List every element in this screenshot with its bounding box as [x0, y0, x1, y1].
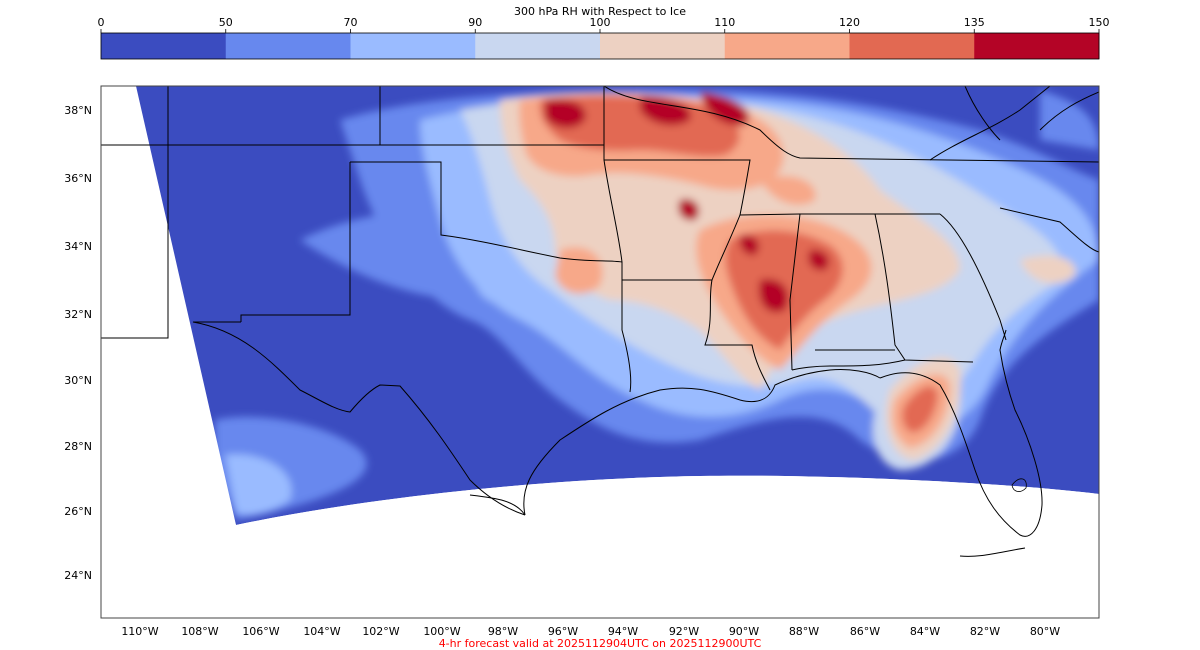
colorbar-swatch — [475, 33, 601, 59]
longitude-label: 98°W — [488, 625, 518, 638]
longitude-label: 106°W — [242, 625, 279, 638]
longitude-label: 84°W — [910, 625, 940, 638]
colorbar-swatch — [101, 33, 227, 59]
colorbar-title: 300 hPa RH with Respect to Ice — [514, 5, 686, 18]
colorbar-tick-label: 120 — [839, 16, 860, 29]
colorbar-swatch — [225, 33, 351, 59]
outside-domain — [101, 475, 1099, 618]
colorbar-swatch — [974, 33, 1100, 59]
map-panel: 38°N 36°N 34°N 32°N 30°N 28°N 26°N 24°N 110°W 10… — [64, 85, 1100, 638]
colorbar-swatch — [724, 33, 850, 59]
colorbar-tick-label: 150 — [1089, 16, 1110, 29]
state-borders — [101, 86, 1099, 557]
colorbar-tick-label: 100 — [590, 16, 611, 29]
latitude-label: 34°N — [64, 240, 92, 253]
outside-domain-west — [101, 86, 236, 618]
latitude-label: 38°N — [64, 104, 92, 117]
forecast-valid-caption: 4-hr forecast valid at 2025112904UTC on … — [439, 637, 762, 650]
latitude-label: 32°N — [64, 308, 92, 321]
latitude-label: 24°N — [64, 569, 92, 582]
longitude-label: 94°W — [608, 625, 638, 638]
latitude-label: 26°N — [64, 505, 92, 518]
longitude-label: 90°W — [729, 625, 759, 638]
latitude-label: 36°N — [64, 172, 92, 185]
colorbar-tick-label: 0 — [98, 16, 105, 29]
longitude-label: 108°W — [181, 625, 218, 638]
colorbar-swatch — [350, 33, 476, 59]
colorbar-tick-label: 110 — [714, 16, 735, 29]
colorbar-tick-label: 135 — [964, 16, 985, 29]
longitude-label: 88°W — [789, 625, 819, 638]
longitude-label: 104°W — [303, 625, 340, 638]
rh-band-135-150 — [545, 92, 830, 313]
colorbar-tick-label: 70 — [344, 16, 358, 29]
longitude-label: 86°W — [850, 625, 880, 638]
latitude-label: 28°N — [64, 440, 92, 453]
colorbar: 300 hPa RH with Respect to Ice 0 50 70 90 10… — [98, 5, 1110, 60]
longitude-label: 80°W — [1030, 625, 1060, 638]
longitude-label: 96°W — [548, 625, 578, 638]
longitude-label: 92°W — [669, 625, 699, 638]
longitude-label: 82°W — [970, 625, 1000, 638]
latitude-labels: 38°N 36°N 34°N 32°N 30°N 28°N 26°N 24°N — [64, 104, 92, 582]
longitude-label: 100°W — [423, 625, 460, 638]
rh-contours — [215, 89, 1099, 520]
longitude-labels: 110°W 108°W 106°W 104°W 102°W 100°W 98°W 96°W 94… — [121, 625, 1060, 638]
lake-okeechobee — [1011, 478, 1027, 492]
colorbar-ticks: 0 50 70 90 100 110 120 135 150 — [98, 16, 1110, 33]
colorbar-swatch — [849, 33, 975, 59]
colorbar-tick-label: 50 — [219, 16, 233, 29]
map-frame — [100, 85, 1100, 619]
longitude-label: 102°W — [362, 625, 399, 638]
colorbar-swatches — [101, 33, 1100, 59]
longitude-label: 110°W — [121, 625, 158, 638]
colorbar-tick-label: 90 — [468, 16, 482, 29]
colorbar-swatch — [600, 33, 726, 59]
latitude-label: 30°N — [64, 374, 92, 387]
